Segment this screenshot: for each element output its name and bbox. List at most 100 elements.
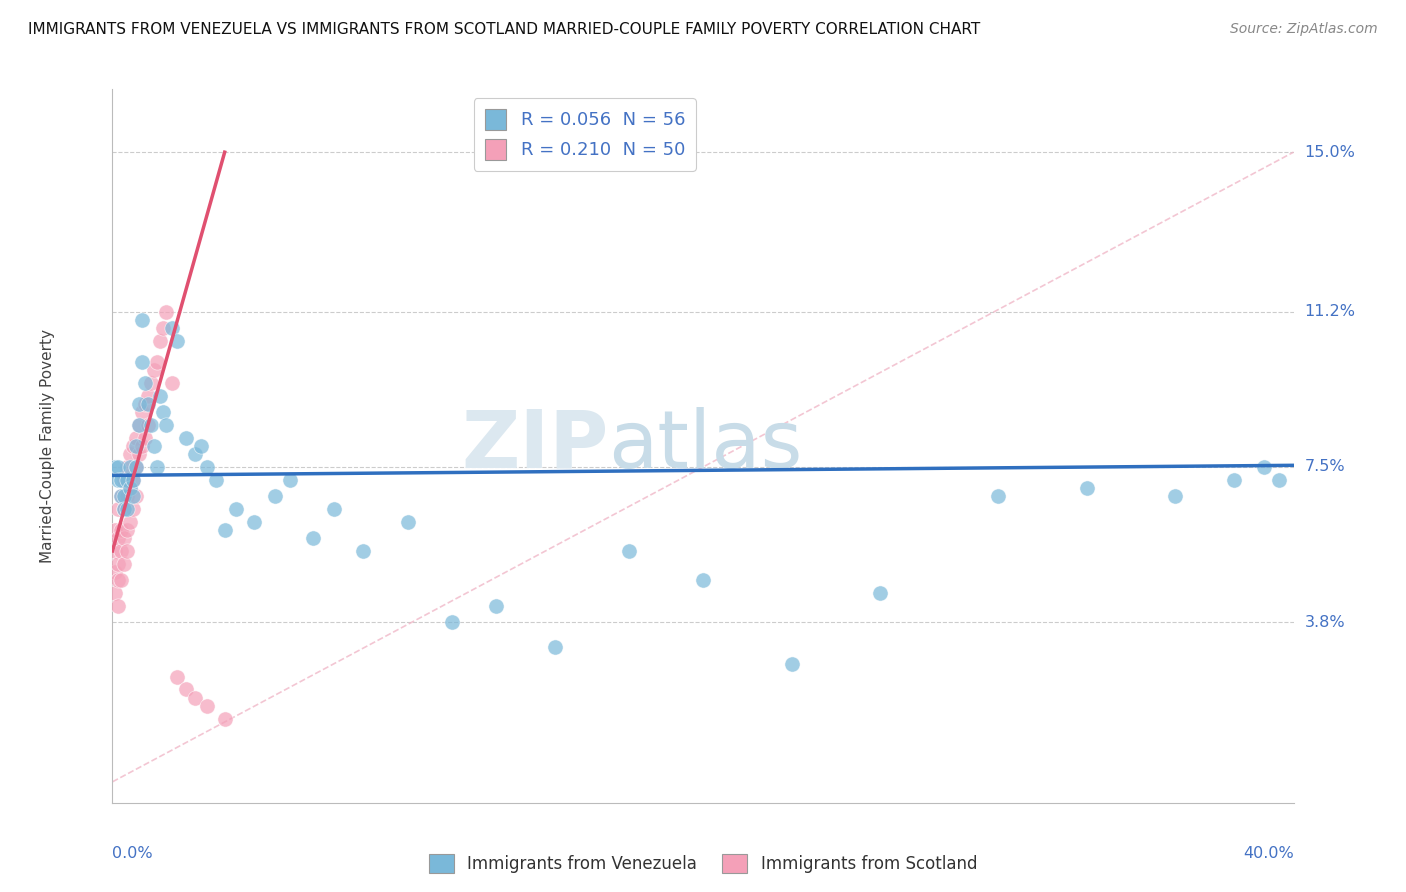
Point <box>117 544 138 558</box>
Point <box>544 640 567 655</box>
Point <box>120 460 142 475</box>
Point <box>352 544 374 558</box>
Point <box>1076 481 1098 495</box>
Point <box>120 515 142 529</box>
Point <box>112 502 135 516</box>
Point <box>107 460 129 475</box>
Point <box>128 417 150 432</box>
Point <box>104 544 127 558</box>
Text: Source: ZipAtlas.com: Source: ZipAtlas.com <box>1230 22 1378 37</box>
Point <box>110 523 132 537</box>
Point <box>302 532 325 546</box>
Point <box>152 321 174 335</box>
Point <box>166 334 188 348</box>
Point <box>131 355 153 369</box>
Text: 7.5%: 7.5% <box>1305 459 1346 475</box>
Point <box>107 473 129 487</box>
Point <box>112 502 135 516</box>
Point <box>136 389 159 403</box>
Point <box>122 473 145 487</box>
Point <box>112 473 135 487</box>
Point <box>107 574 129 588</box>
Point <box>110 489 132 503</box>
Text: 11.2%: 11.2% <box>1305 304 1355 319</box>
Point <box>122 439 145 453</box>
Point <box>195 460 218 475</box>
Point <box>149 389 172 403</box>
Point <box>139 376 162 390</box>
Point <box>125 460 148 475</box>
Point <box>152 405 174 419</box>
Point <box>110 489 132 503</box>
Legend: Immigrants from Venezuela, Immigrants from Scotland: Immigrants from Venezuela, Immigrants fr… <box>422 847 984 880</box>
Text: Married-Couple Family Poverty: Married-Couple Family Poverty <box>39 329 55 563</box>
Point <box>160 321 183 335</box>
Point <box>117 460 138 475</box>
Point <box>142 439 165 453</box>
Text: 15.0%: 15.0% <box>1305 145 1355 160</box>
Point <box>125 489 148 503</box>
Point <box>122 502 145 516</box>
Point <box>1223 473 1246 487</box>
Text: 40.0%: 40.0% <box>1243 846 1294 861</box>
Point <box>136 397 159 411</box>
Point <box>107 557 129 571</box>
Point <box>128 397 150 411</box>
Point <box>692 574 714 588</box>
Point <box>146 460 169 475</box>
Point <box>205 473 228 487</box>
Point <box>122 473 145 487</box>
Point <box>122 489 145 503</box>
Point <box>125 431 148 445</box>
Point <box>125 460 148 475</box>
Point <box>278 473 301 487</box>
Point <box>131 405 153 419</box>
Point <box>104 565 127 579</box>
Point <box>117 473 138 487</box>
Point <box>139 417 162 432</box>
Point <box>134 431 156 445</box>
Point <box>1253 460 1275 475</box>
Point <box>104 586 127 600</box>
Point <box>136 417 159 432</box>
Point <box>131 313 153 327</box>
Text: IMMIGRANTS FROM VENEZUELA VS IMMIGRANTS FROM SCOTLAND MARRIED-COUPLE FAMILY POVE: IMMIGRANTS FROM VENEZUELA VS IMMIGRANTS … <box>28 22 980 37</box>
Point <box>780 657 803 672</box>
Point <box>134 397 156 411</box>
Point <box>174 431 197 445</box>
Point <box>117 502 138 516</box>
Point <box>485 599 508 613</box>
Point <box>131 439 153 453</box>
Point <box>184 447 207 461</box>
Point <box>110 473 132 487</box>
Point <box>190 439 212 453</box>
Point <box>869 586 891 600</box>
Point <box>166 670 188 684</box>
Point <box>1164 489 1187 503</box>
Point <box>441 615 464 630</box>
Point <box>243 515 266 529</box>
Point <box>155 417 177 432</box>
Point <box>149 334 172 348</box>
Point <box>107 502 129 516</box>
Point <box>195 699 218 714</box>
Point <box>128 447 150 461</box>
Point <box>117 523 138 537</box>
Point <box>225 502 247 516</box>
Point <box>184 690 207 705</box>
Point <box>107 599 129 613</box>
Text: 3.8%: 3.8% <box>1305 615 1346 630</box>
Point <box>174 682 197 697</box>
Point <box>323 502 346 516</box>
Point <box>987 489 1010 503</box>
Point <box>396 515 419 529</box>
Point <box>110 574 132 588</box>
Point <box>112 532 135 546</box>
Point <box>107 532 129 546</box>
Point <box>128 417 150 432</box>
Point <box>155 304 177 318</box>
Point <box>120 481 142 495</box>
Point <box>142 363 165 377</box>
Text: ZIP: ZIP <box>461 407 609 485</box>
Point <box>134 376 156 390</box>
